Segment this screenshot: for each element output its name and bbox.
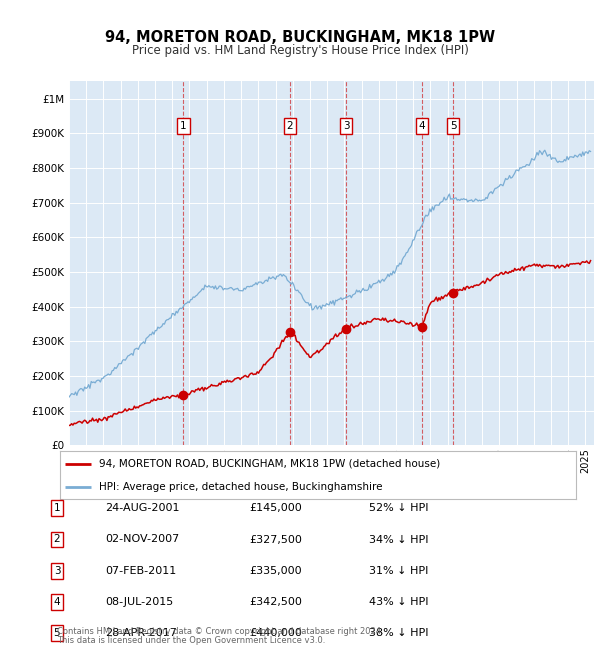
- Text: 4: 4: [53, 597, 61, 607]
- Text: £440,000: £440,000: [249, 628, 302, 638]
- Text: 38% ↓ HPI: 38% ↓ HPI: [369, 628, 428, 638]
- Text: 07-FEB-2011: 07-FEB-2011: [105, 566, 176, 576]
- Text: 3: 3: [53, 566, 61, 576]
- Text: £342,500: £342,500: [249, 597, 302, 607]
- Text: 34% ↓ HPI: 34% ↓ HPI: [369, 534, 428, 545]
- Text: £335,000: £335,000: [249, 566, 302, 576]
- Text: HPI: Average price, detached house, Buckinghamshire: HPI: Average price, detached house, Buck…: [98, 482, 382, 491]
- Text: Contains HM Land Registry data © Crown copyright and database right 2024.: Contains HM Land Registry data © Crown c…: [57, 627, 383, 636]
- Text: 2: 2: [287, 122, 293, 131]
- Text: 43% ↓ HPI: 43% ↓ HPI: [369, 597, 428, 607]
- Text: 52% ↓ HPI: 52% ↓ HPI: [369, 503, 428, 514]
- Text: £145,000: £145,000: [249, 503, 302, 514]
- Text: 4: 4: [419, 122, 425, 131]
- Text: 24-AUG-2001: 24-AUG-2001: [105, 503, 179, 514]
- Text: 94, MORETON ROAD, BUCKINGHAM, MK18 1PW (detached house): 94, MORETON ROAD, BUCKINGHAM, MK18 1PW (…: [98, 459, 440, 469]
- Text: 28-APR-2017: 28-APR-2017: [105, 628, 177, 638]
- Text: 3: 3: [343, 122, 349, 131]
- Text: This data is licensed under the Open Government Licence v3.0.: This data is licensed under the Open Gov…: [57, 636, 325, 645]
- Text: 1: 1: [53, 503, 61, 514]
- Text: 94, MORETON ROAD, BUCKINGHAM, MK18 1PW: 94, MORETON ROAD, BUCKINGHAM, MK18 1PW: [105, 30, 495, 46]
- Text: 1: 1: [180, 122, 187, 131]
- Text: 5: 5: [450, 122, 457, 131]
- Text: 08-JUL-2015: 08-JUL-2015: [105, 597, 173, 607]
- Text: 31% ↓ HPI: 31% ↓ HPI: [369, 566, 428, 576]
- Text: 02-NOV-2007: 02-NOV-2007: [105, 534, 179, 545]
- Text: £327,500: £327,500: [249, 534, 302, 545]
- Text: Price paid vs. HM Land Registry's House Price Index (HPI): Price paid vs. HM Land Registry's House …: [131, 44, 469, 57]
- Text: 2: 2: [53, 534, 61, 545]
- Text: 5: 5: [53, 628, 61, 638]
